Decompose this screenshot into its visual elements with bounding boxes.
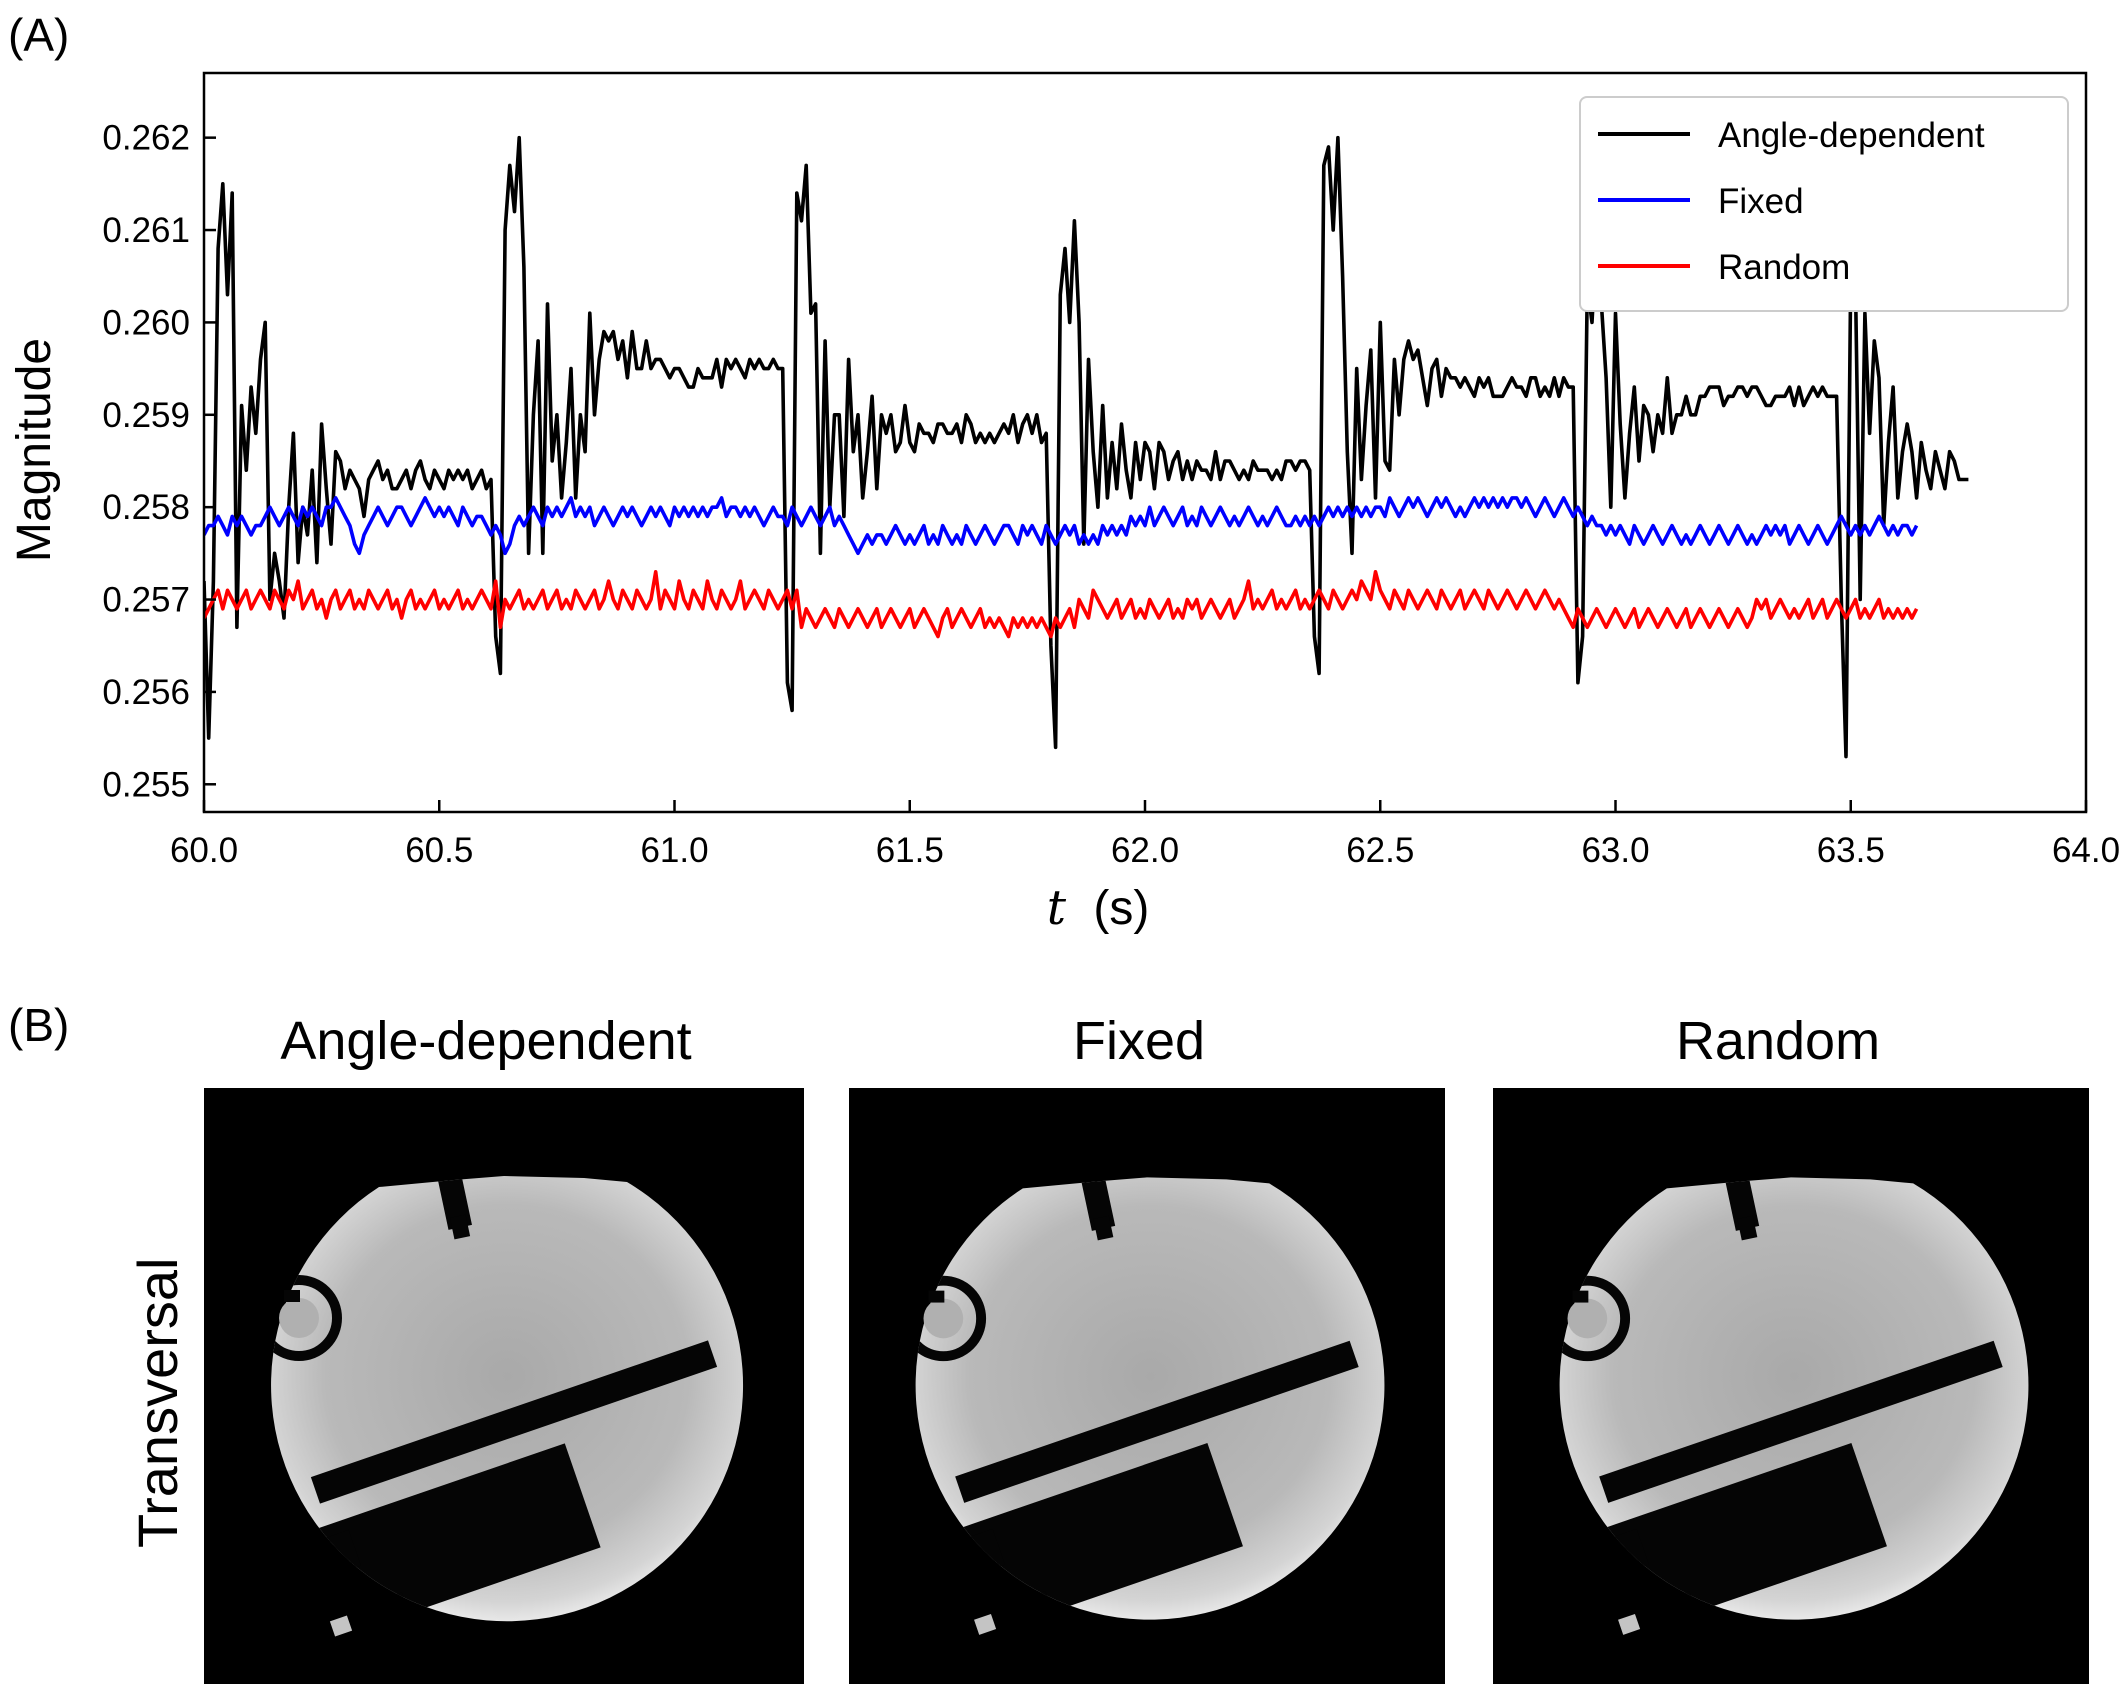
y-tick-label: 0.258 [102,488,190,527]
series-line-fixed [204,496,1919,556]
legend-label-random: Random [1718,248,1850,287]
panel-b-label: (B) [8,999,70,1051]
legend-label-angle-dependent: Angle-dependent [1718,116,1985,155]
mri-image-angle-dependent [204,1088,804,1684]
image-title-fixed: Fixed [1072,1011,1206,1071]
x-tick-label: 63.5 [1817,831,1885,870]
y-tick-label: 0.260 [102,303,190,342]
x-tick-label: 63.0 [1581,831,1649,870]
axes: 60.0 60.5 61.0 61.5 62.0 62.5 63.0 63.5 64.0 0.25… [102,71,2120,870]
x-tick-label: 61.0 [640,831,708,870]
y-tick-label: 0.256 [102,673,190,712]
x-tick-label: 62.0 [1111,831,1179,870]
x-tick-label: 61.5 [876,831,944,870]
y-tick-label: 0.259 [102,396,190,435]
mri-image-random [1493,1088,2089,1684]
x-axis-title: t (s) [1047,880,1150,936]
x-tick-label: 62.5 [1346,831,1414,870]
y-axis-title: Magnitude [8,338,61,562]
legend: Angle-dependent Fixed Random [1579,96,2069,312]
y-tick-label: 0.255 [102,765,190,804]
y-tick-label: 0.262 [102,119,190,158]
image-title-random: Random [1675,1011,1881,1071]
x-tick-label: 60.5 [405,831,473,870]
series-line-random [204,569,1919,639]
legend-label-fixed: Fixed [1718,182,1804,221]
mri-image-fixed [849,1088,1445,1684]
y-tick-label: 0.261 [102,211,190,250]
x-tick-label: 60.0 [170,831,238,870]
x-axis-variable: t [1047,880,1067,936]
plot-area [204,135,1969,759]
series-line-angle-dependent [204,135,1969,759]
x-tick-label: 64.0 [2052,831,2120,870]
panel-a-label: (A) [8,9,70,61]
row-label-transversal: Transversal [126,1257,189,1548]
legend-box [1579,96,2069,312]
series-lines [204,135,1969,759]
y-tick-label: 0.257 [102,581,190,620]
x-axis-unit: (s) [1093,882,1149,935]
image-title-angle-dependent: Angle-dependent [280,1011,692,1071]
